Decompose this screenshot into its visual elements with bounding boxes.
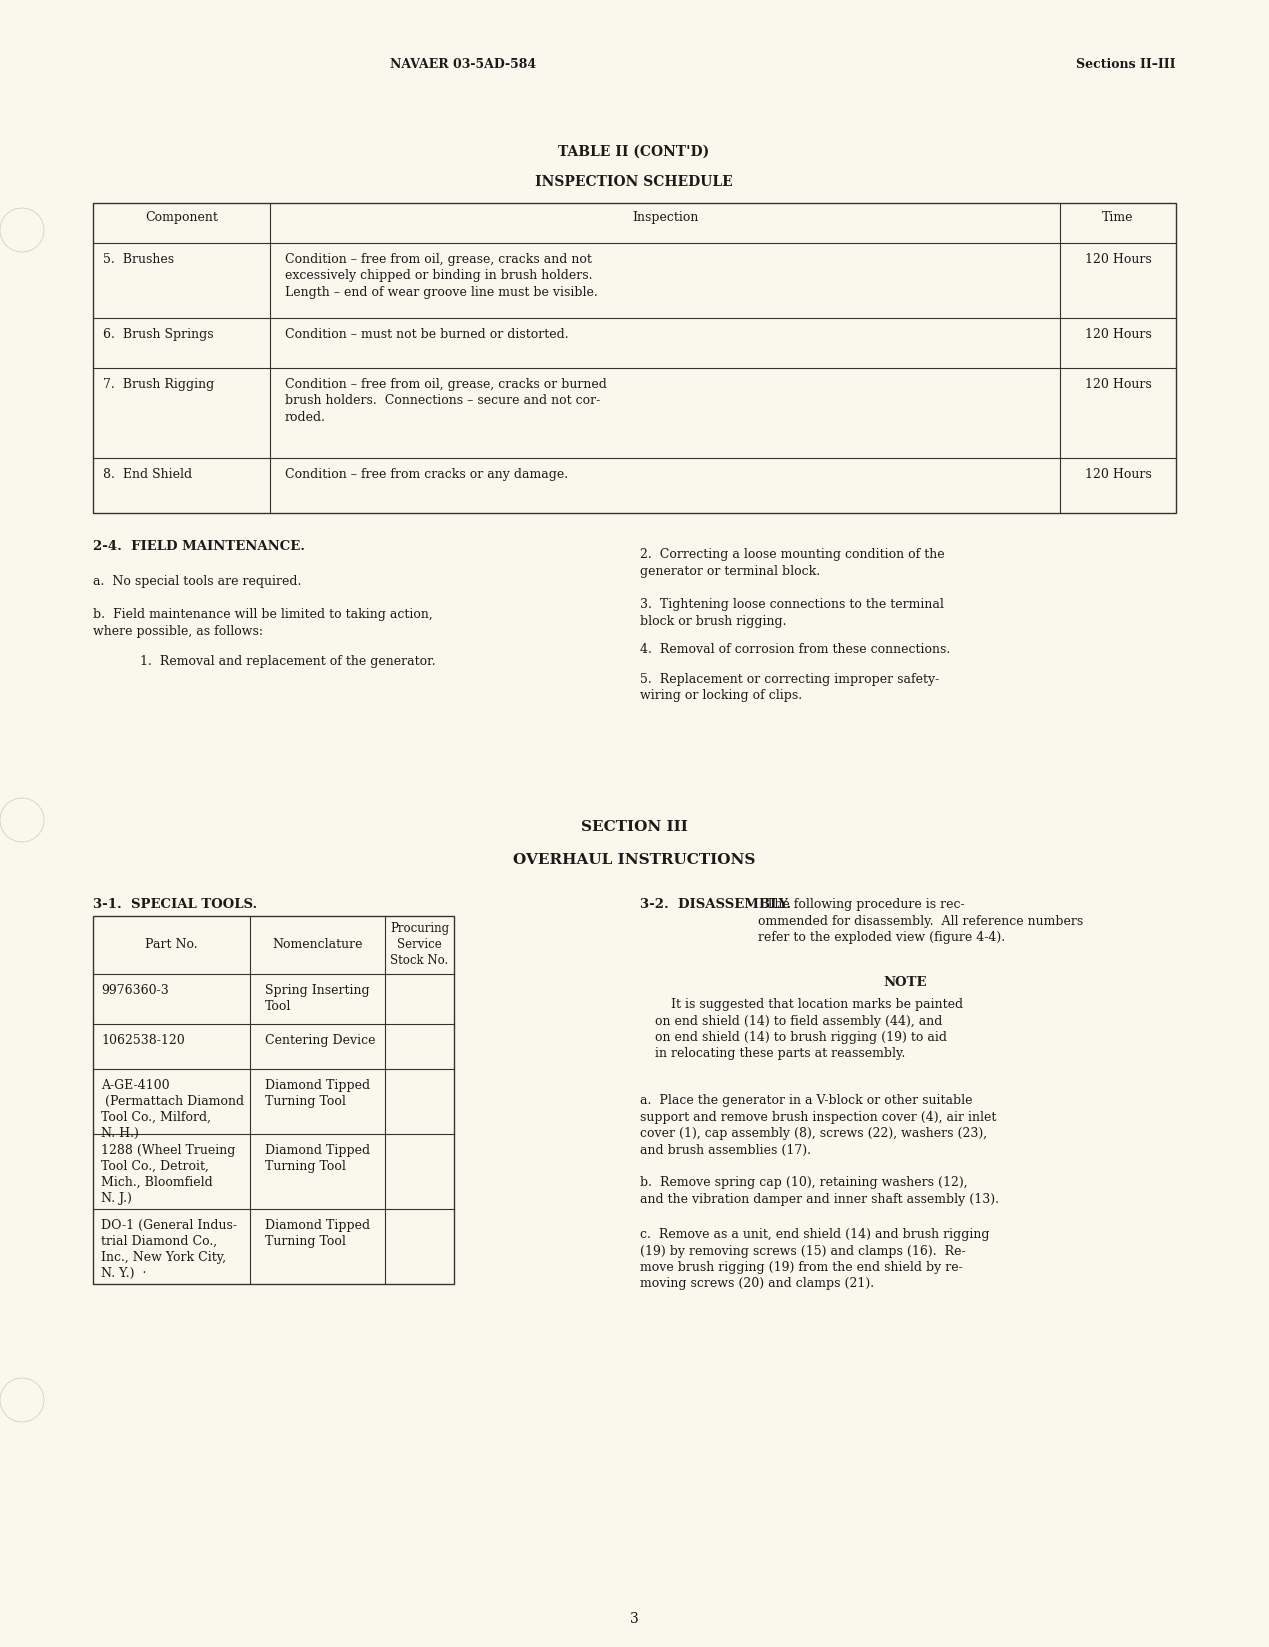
Text: 120 Hours: 120 Hours: [1085, 468, 1151, 481]
Circle shape: [0, 1379, 44, 1421]
Text: b.  Field maintenance will be limited to taking action,
where possible, as follo: b. Field maintenance will be limited to …: [93, 608, 433, 637]
Text: Component: Component: [145, 211, 218, 224]
Text: The following procedure is rec-
ommended for disassembly.  All reference numbers: The following procedure is rec- ommended…: [758, 898, 1084, 944]
Text: Sections II–III: Sections II–III: [1076, 58, 1176, 71]
Text: SECTION III: SECTION III: [580, 820, 688, 833]
Text: 120 Hours: 120 Hours: [1085, 379, 1151, 390]
Text: Inspection: Inspection: [632, 211, 698, 224]
Text: 3-1.  SPECIAL TOOLS.: 3-1. SPECIAL TOOLS.: [93, 898, 258, 911]
Text: 5.  Brushes: 5. Brushes: [103, 254, 174, 267]
Text: Diamond Tipped
Turning Tool: Diamond Tipped Turning Tool: [265, 1219, 371, 1248]
Text: 2.  Correcting a loose mounting condition of the
generator or terminal block.: 2. Correcting a loose mounting condition…: [640, 548, 944, 578]
Text: It is suggested that location marks be painted
on end shield (14) to field assem: It is suggested that location marks be p…: [655, 998, 963, 1061]
Text: 120 Hours: 120 Hours: [1085, 328, 1151, 341]
Text: Centering Device: Centering Device: [265, 1034, 376, 1047]
Text: a.  No special tools are required.: a. No special tools are required.: [93, 575, 301, 588]
Text: Diamond Tipped
Turning Tool: Diamond Tipped Turning Tool: [265, 1079, 371, 1108]
Text: Condition – must not be burned or distorted.: Condition – must not be burned or distor…: [286, 328, 569, 341]
Text: 2-4.  FIELD MAINTENANCE.: 2-4. FIELD MAINTENANCE.: [93, 540, 305, 553]
Text: Nomenclature: Nomenclature: [273, 939, 363, 950]
Text: 1062538-120: 1062538-120: [102, 1034, 185, 1047]
Bar: [93, 916, 454, 1285]
Text: OVERHAUL INSTRUCTIONS: OVERHAUL INSTRUCTIONS: [513, 853, 755, 866]
Circle shape: [0, 208, 44, 252]
Text: 6.  Brush Springs: 6. Brush Springs: [103, 328, 213, 341]
Text: 4.  Removal of corrosion from these connections.: 4. Removal of corrosion from these conne…: [640, 642, 950, 656]
Text: Condition – free from cracks or any damage.: Condition – free from cracks or any dama…: [286, 468, 569, 481]
Text: 1.  Removal and replacement of the generator.: 1. Removal and replacement of the genera…: [140, 656, 435, 669]
Text: 8.  End Shield: 8. End Shield: [103, 468, 192, 481]
Text: Condition – free from oil, grease, cracks and not
excessively chipped or binding: Condition – free from oil, grease, crack…: [286, 254, 598, 300]
Text: NAVAER 03-5AD-584: NAVAER 03-5AD-584: [390, 58, 536, 71]
Text: Time: Time: [1103, 211, 1133, 224]
Text: Condition – free from oil, grease, cracks or burned
brush holders.  Connections : Condition – free from oil, grease, crack…: [286, 379, 607, 423]
Text: 3.  Tightening loose connections to the terminal
block or brush rigging.: 3. Tightening loose connections to the t…: [640, 598, 944, 628]
Bar: [93, 203, 1176, 512]
Text: Diamond Tipped
Turning Tool: Diamond Tipped Turning Tool: [265, 1145, 371, 1173]
Text: NOTE: NOTE: [883, 977, 926, 988]
Text: 5.  Replacement or correcting improper safety-
wiring or locking of clips.: 5. Replacement or correcting improper sa…: [640, 674, 939, 703]
Text: 1288 (Wheel Trueing
Tool Co., Detroit,
Mich., Bloomfield
N. J.): 1288 (Wheel Trueing Tool Co., Detroit, M…: [102, 1145, 235, 1206]
Text: 3: 3: [629, 1612, 638, 1626]
Text: A-GE-4100
 (Permattach Diamond
Tool Co., Milford,
N. H.): A-GE-4100 (Permattach Diamond Tool Co., …: [102, 1079, 244, 1140]
Text: TABLE II (CONT'D): TABLE II (CONT'D): [558, 145, 709, 160]
Circle shape: [0, 799, 44, 842]
Text: 120 Hours: 120 Hours: [1085, 254, 1151, 267]
Text: 3-2.  DISASSEMBLY.: 3-2. DISASSEMBLY.: [640, 898, 791, 911]
Text: c.  Remove as a unit, end shield (14) and brush rigging
(19) by removing screws : c. Remove as a unit, end shield (14) and…: [640, 1229, 990, 1291]
Text: Part No.: Part No.: [145, 939, 198, 950]
Text: INSPECTION SCHEDULE: INSPECTION SCHEDULE: [536, 175, 733, 189]
Text: 9976360-3: 9976360-3: [102, 983, 169, 996]
Text: b.  Remove spring cap (10), retaining washers (12),
and the vibration damper and: b. Remove spring cap (10), retaining was…: [640, 1176, 999, 1206]
Text: Procuring
Service
Stock No.: Procuring Service Stock No.: [390, 922, 449, 967]
Text: a.  Place the generator in a V-block or other suitable
support and remove brush : a. Place the generator in a V-block or o…: [640, 1094, 996, 1156]
Text: Spring Inserting
Tool: Spring Inserting Tool: [265, 983, 369, 1013]
Text: 7.  Brush Rigging: 7. Brush Rigging: [103, 379, 214, 390]
Text: DO-1 (General Indus-
trial Diamond Co.,
Inc., New York City,
N. Y.)  ·: DO-1 (General Indus- trial Diamond Co., …: [102, 1219, 237, 1280]
